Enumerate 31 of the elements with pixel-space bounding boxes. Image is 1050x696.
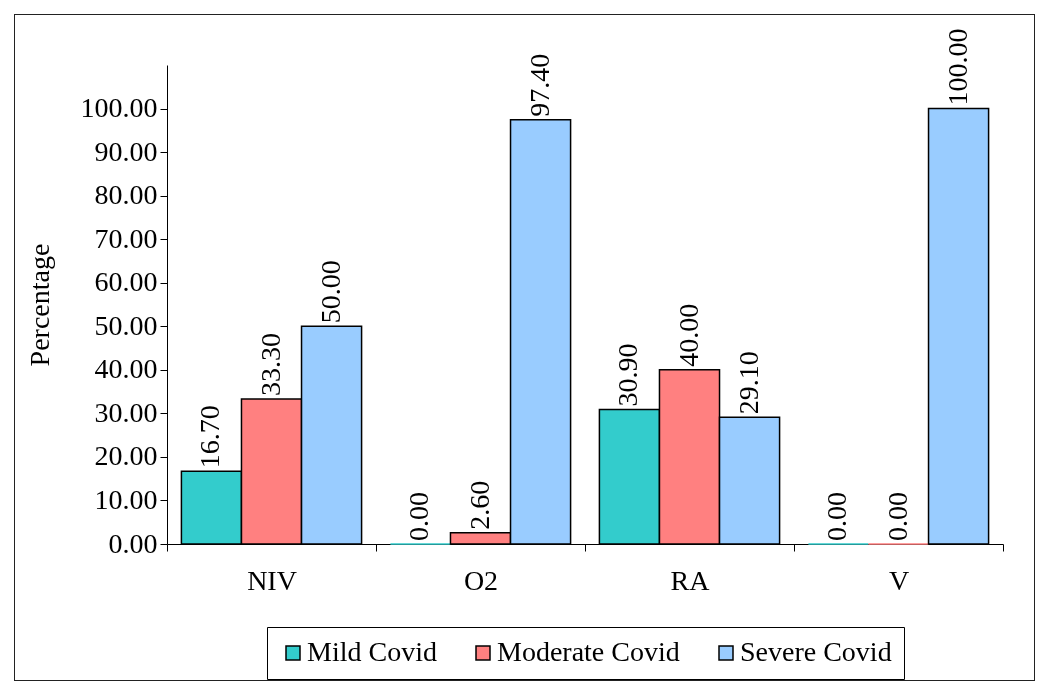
x-tick-label: RA — [670, 564, 711, 596]
data-label: 30.90 — [612, 343, 644, 407]
data-label: 16.70 — [194, 405, 226, 469]
data-label: 97.40 — [523, 53, 555, 117]
data-label: 0.00 — [403, 492, 435, 541]
legend-label: Mild Covid — [307, 636, 437, 667]
x-tick-label: O2 — [463, 564, 499, 596]
legend-label: Severe Covid — [740, 636, 892, 667]
data-label: 0.00 — [821, 492, 853, 541]
data-label: 50.00 — [314, 260, 346, 324]
y-tick-label: 50.00 — [94, 309, 158, 341]
y-tick-label: 100.00 — [80, 92, 158, 124]
y-axis-title: Percentage — [23, 243, 55, 367]
y-tick-label: 70.00 — [94, 222, 158, 254]
x-tick-label: NIV — [247, 564, 297, 596]
y-tick-label: 20.00 — [94, 440, 158, 472]
y-tick-label: 80.00 — [94, 179, 158, 211]
x-tick-label: V — [888, 564, 910, 596]
data-label: 2.60 — [463, 480, 495, 530]
legend-label: Moderate Covid — [497, 636, 680, 667]
data-label: 100.00 — [941, 28, 973, 106]
data-label: 40.00 — [672, 303, 704, 367]
y-tick-label: 40.00 — [94, 353, 158, 385]
y-tick-label: 10.00 — [94, 483, 158, 515]
data-label: 33.30 — [254, 332, 286, 396]
data-label: 29.10 — [732, 351, 764, 415]
data-label: 0.00 — [881, 492, 913, 541]
y-tick-label: 30.00 — [94, 396, 158, 428]
y-tick-label: 60.00 — [94, 266, 158, 298]
y-tick-label: 0.00 — [108, 527, 158, 559]
y-tick-label: 90.00 — [94, 135, 158, 167]
